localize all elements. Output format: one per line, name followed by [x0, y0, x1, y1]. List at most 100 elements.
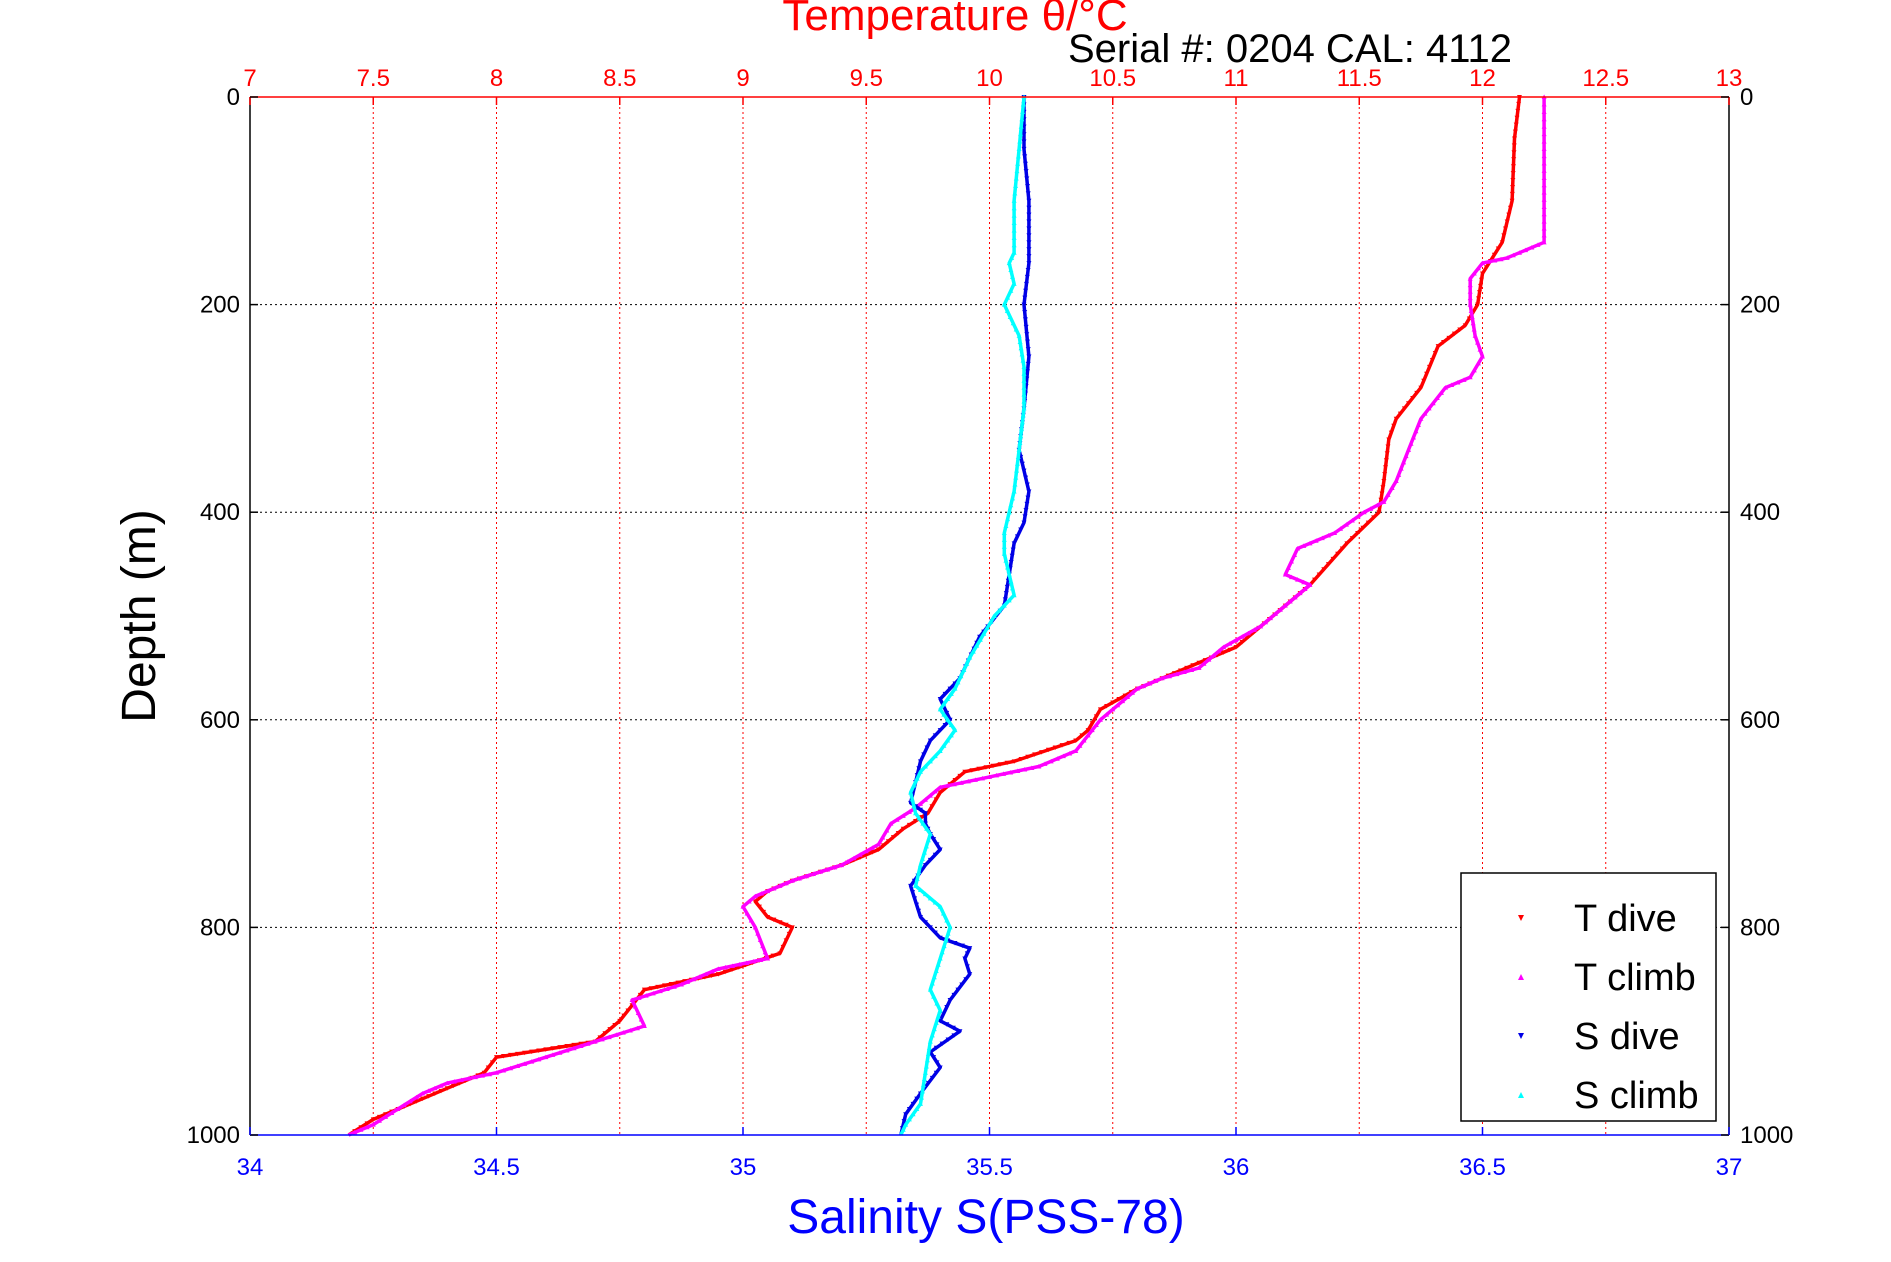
- data-point: [641, 987, 647, 993]
- data-point: [1475, 340, 1481, 345]
- data-point: [1455, 379, 1461, 385]
- data-point: [912, 896, 918, 901]
- data-point: [932, 733, 938, 738]
- data-point: [1001, 603, 1007, 608]
- data-point: [536, 1048, 542, 1053]
- data-point: [1486, 259, 1492, 264]
- data-point: [1009, 255, 1015, 260]
- data-point: [959, 982, 965, 987]
- data-point: [1005, 516, 1011, 522]
- data-point: [931, 994, 937, 999]
- data-point: [1211, 652, 1217, 658]
- data-point: [933, 1045, 939, 1051]
- data-point: [1022, 514, 1028, 519]
- data-point: [777, 883, 783, 888]
- data-point: [1471, 367, 1477, 373]
- data-point: [876, 847, 882, 853]
- data-point: [1011, 281, 1017, 286]
- data-point: [937, 706, 943, 712]
- data-point: [922, 764, 928, 769]
- data-point: [613, 1032, 619, 1037]
- data-point: [916, 869, 922, 875]
- data-point: [1010, 495, 1016, 501]
- data-point: [1374, 502, 1380, 508]
- data-point: [1008, 502, 1014, 508]
- data-point: [1467, 289, 1473, 294]
- data-point: [438, 1083, 444, 1088]
- data-point: [832, 864, 838, 870]
- data-point: [952, 940, 958, 946]
- data-point: [1085, 728, 1091, 733]
- data-point: [1478, 283, 1484, 289]
- data-point: [564, 1044, 570, 1049]
- data-point: [1015, 454, 1021, 459]
- data-point: [1381, 499, 1387, 504]
- data-point: [1457, 327, 1463, 333]
- data-point: [364, 1124, 370, 1130]
- data-point: [1282, 571, 1288, 577]
- data-point: [1006, 509, 1012, 515]
- salinity-tick-label: 37: [1716, 1154, 1743, 1181]
- data-point: [1018, 345, 1024, 351]
- data-point: [964, 661, 970, 666]
- data-point: [599, 1036, 605, 1042]
- data-point: [1297, 590, 1303, 596]
- data-point: [1379, 491, 1385, 497]
- data-point: [1010, 585, 1016, 591]
- data-point: [1032, 752, 1038, 757]
- data-point: [927, 793, 933, 798]
- data-point: [976, 766, 982, 772]
- data-point: [1541, 204, 1547, 210]
- data-point: [1541, 124, 1547, 129]
- data-point: [606, 1034, 612, 1040]
- chart-subtitle: Serial #: 0204 CAL: 4112: [1068, 27, 1512, 71]
- data-point: [940, 911, 946, 916]
- data-point: [937, 728, 943, 733]
- data-point: [1312, 577, 1318, 583]
- data-point: [1469, 314, 1475, 320]
- data-point: [1029, 765, 1035, 770]
- data-point: [1077, 743, 1083, 748]
- data-point: [1020, 101, 1026, 107]
- data-point: [939, 1041, 945, 1047]
- data-point: [1475, 360, 1481, 366]
- data-point: [1011, 541, 1017, 546]
- data-point: [557, 1045, 563, 1050]
- data-point: [1389, 485, 1395, 490]
- data-point: [635, 1010, 641, 1016]
- data-point: [1067, 751, 1073, 756]
- data-point: [557, 1050, 563, 1055]
- data-point: [1014, 534, 1020, 539]
- data-point: [1015, 768, 1021, 773]
- data-point: [1021, 405, 1027, 411]
- data-point: [752, 924, 758, 930]
- data-point: [942, 722, 948, 728]
- data-point: [921, 1076, 927, 1081]
- data-point: [958, 780, 964, 785]
- data-point: [1021, 302, 1027, 308]
- data-point: [1011, 213, 1017, 218]
- data-point: [1024, 501, 1030, 507]
- data-point: [1319, 535, 1325, 541]
- data-point: [1403, 453, 1409, 459]
- data-point: [917, 887, 923, 893]
- data-point: [1010, 320, 1016, 326]
- data-point: [1480, 354, 1485, 359]
- data-point: [1397, 411, 1403, 417]
- data-point: [1410, 396, 1416, 401]
- data-point: [592, 1039, 598, 1044]
- data-point: [1393, 478, 1399, 484]
- data-point: [1413, 428, 1419, 434]
- data-point: [919, 815, 925, 820]
- temperature-tick-label: 9.5: [850, 65, 883, 92]
- data-point: [1059, 743, 1065, 748]
- data-point: [420, 1090, 426, 1096]
- legend-marker: [1518, 1033, 1524, 1039]
- data-point: [1134, 686, 1140, 691]
- data-point: [1414, 390, 1420, 396]
- data-point: [1073, 748, 1079, 753]
- depth-tick-label-right: 600: [1740, 707, 1780, 734]
- data-point: [501, 1067, 507, 1073]
- data-point: [1541, 146, 1547, 151]
- data-point: [1507, 205, 1513, 211]
